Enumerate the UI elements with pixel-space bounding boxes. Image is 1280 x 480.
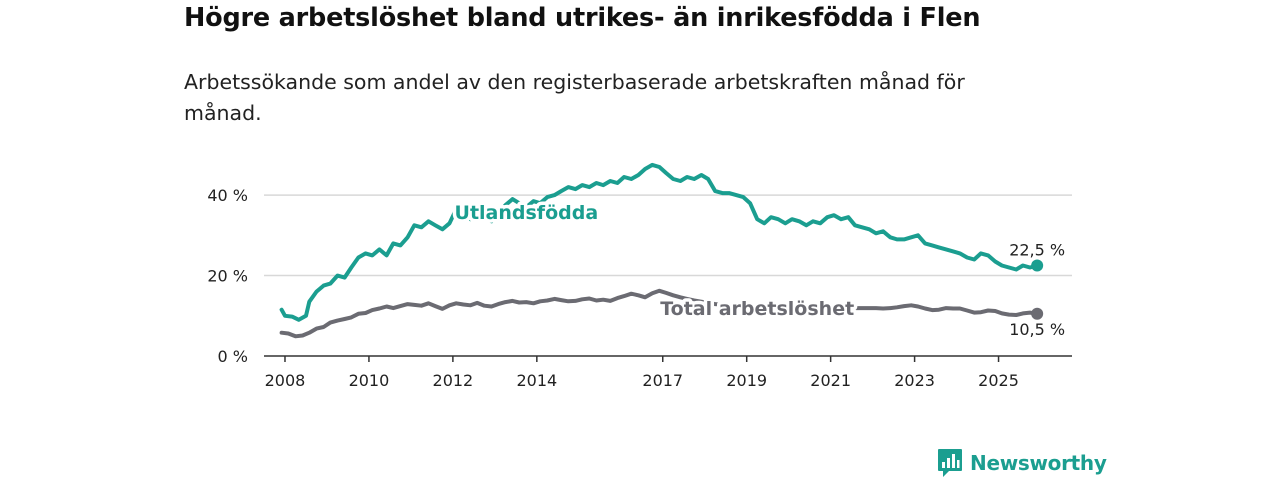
utlandsfodda-series-label: Utlandsfödda: [455, 202, 599, 224]
newsworthy-logo: Newsworthy: [937, 448, 1107, 478]
total-arbetsloshet-end-label: 10,5 %: [1009, 320, 1065, 339]
utlandsfodda-end-label: 22,5 %: [1009, 241, 1065, 260]
total-arbetsloshet-line: [279, 288, 1040, 339]
x-tick-label: 2017: [642, 371, 683, 390]
chart-subtitle: Arbetssökande som andel av den registerb…: [184, 70, 965, 125]
x-tick-label: 2025: [978, 371, 1019, 390]
x-tick-label: 2021: [810, 371, 851, 390]
axes: 0 % 20 % 40 % 2008 2010 2012 2014 2017 2019 2021 2…: [207, 186, 1072, 390]
x-tick-label: 2023: [894, 371, 935, 390]
x-tick-label: 2012: [433, 371, 474, 390]
y-tick-label: 0 %: [218, 347, 248, 366]
utlandsfodda-line: [279, 162, 1040, 322]
y-tick-label: 20 %: [207, 267, 248, 286]
brand-name: Newsworthy: [970, 451, 1107, 475]
bar-chart-speech-icon: [938, 449, 962, 477]
utlandsfodda-end-marker: [1031, 259, 1044, 272]
y-tick-label: 40 %: [207, 186, 248, 205]
x-tick-label: 2008: [265, 371, 306, 390]
labels-layer: Utlandsfödda Total arbetslöshet 22,5 % 10,5…: [451, 199, 1069, 343]
total-arbetsloshet-end-marker: [1031, 307, 1044, 320]
x-tick-label: 2010: [349, 371, 390, 390]
chart-title: Högre arbetslöshet bland utrikes- än inr…: [184, 3, 981, 33]
total-arbetsloshet-series-label: Total arbetslöshet: [660, 298, 854, 320]
x-tick-label: 2014: [516, 371, 557, 390]
series-layer: [279, 162, 1044, 339]
grid-lines: [264, 194, 1072, 277]
x-tick-label: 2019: [726, 371, 767, 390]
